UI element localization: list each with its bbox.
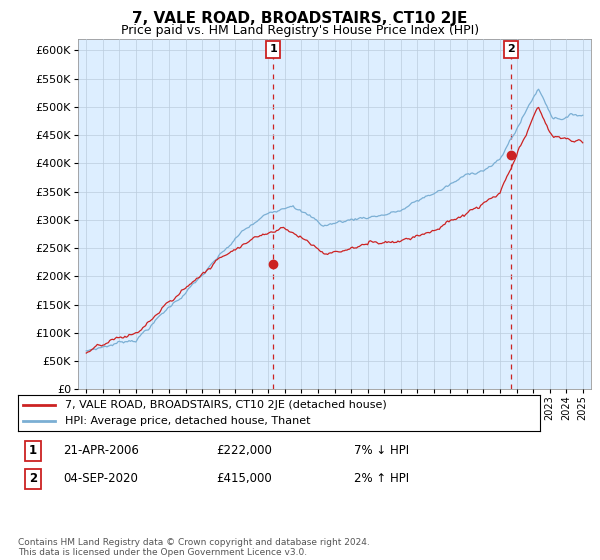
Text: £222,000: £222,000 <box>216 444 272 458</box>
Text: 7, VALE ROAD, BROADSTAIRS, CT10 2JE: 7, VALE ROAD, BROADSTAIRS, CT10 2JE <box>133 11 467 26</box>
Text: 7% ↓ HPI: 7% ↓ HPI <box>354 444 409 458</box>
Text: Contains HM Land Registry data © Crown copyright and database right 2024.
This d: Contains HM Land Registry data © Crown c… <box>18 538 370 557</box>
Text: 2% ↑ HPI: 2% ↑ HPI <box>354 472 409 486</box>
Text: 7, VALE ROAD, BROADSTAIRS, CT10 2JE (detached house): 7, VALE ROAD, BROADSTAIRS, CT10 2JE (det… <box>65 400 387 410</box>
Text: 2: 2 <box>507 44 515 54</box>
Text: Price paid vs. HM Land Registry's House Price Index (HPI): Price paid vs. HM Land Registry's House … <box>121 24 479 36</box>
Text: £415,000: £415,000 <box>216 472 272 486</box>
Text: 04-SEP-2020: 04-SEP-2020 <box>63 472 138 486</box>
Text: 2: 2 <box>29 472 37 486</box>
Text: 21-APR-2006: 21-APR-2006 <box>63 444 139 458</box>
Text: 1: 1 <box>269 44 277 54</box>
Text: 1: 1 <box>29 444 37 458</box>
Text: HPI: Average price, detached house, Thanet: HPI: Average price, detached house, Than… <box>65 416 310 426</box>
